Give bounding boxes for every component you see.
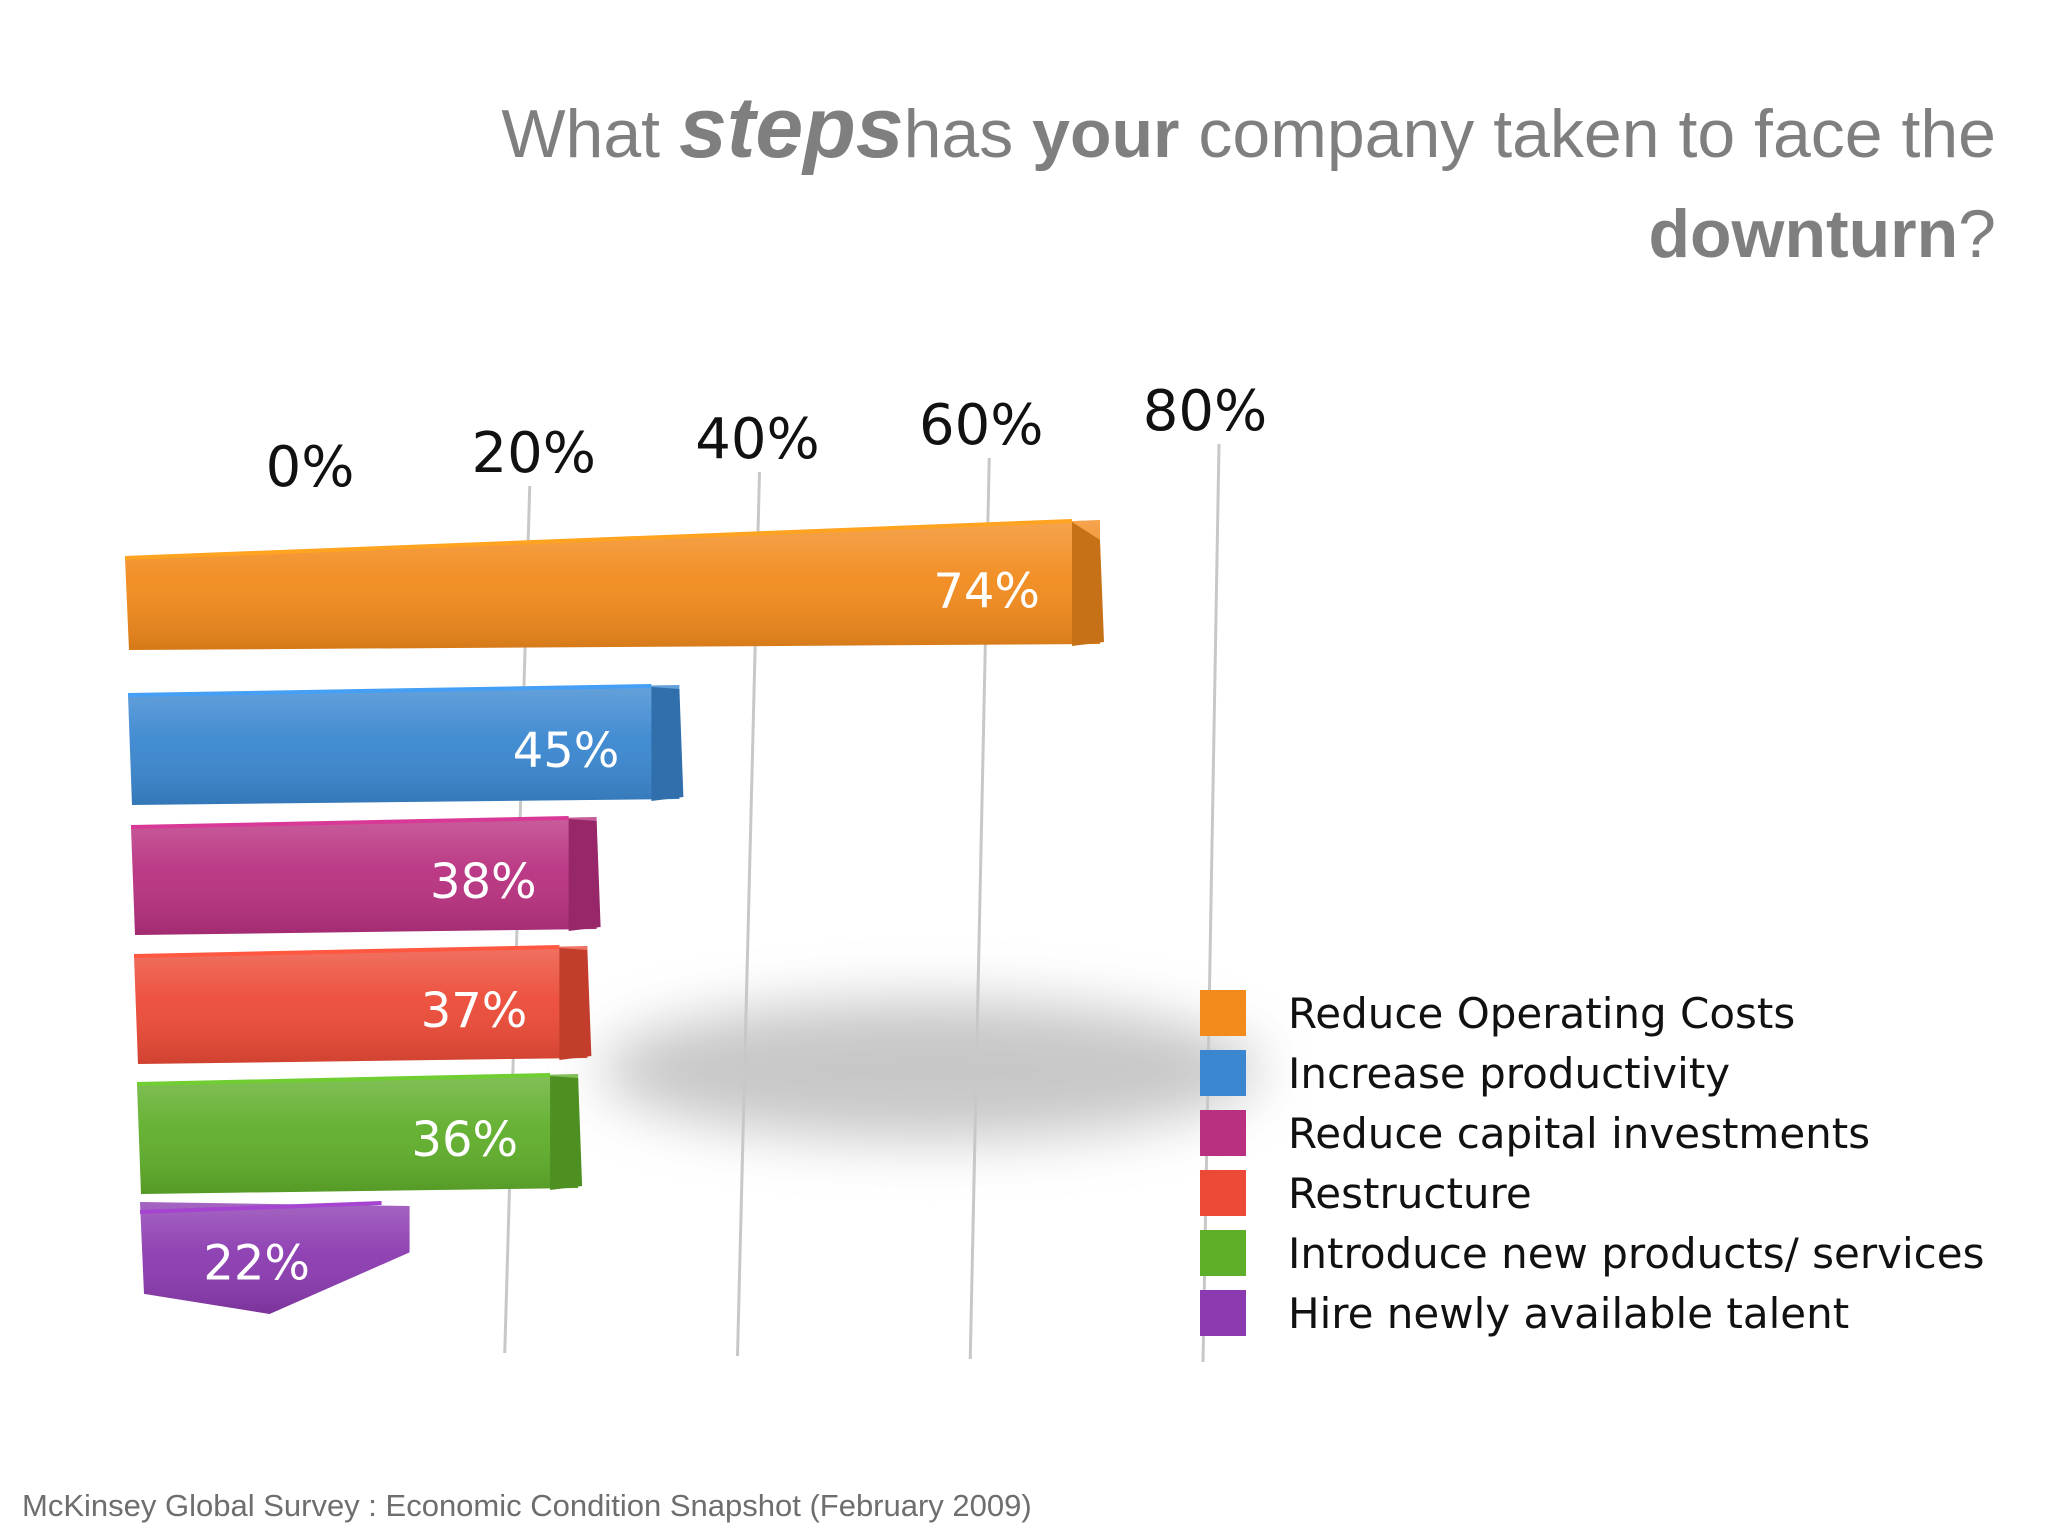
title-part-question: ?: [1958, 196, 1996, 272]
bar-top-edge: [127, 684, 652, 697]
bar-6: 22%: [139, 1201, 410, 1314]
tick-label: 60%: [919, 393, 1043, 458]
value-label: 74%: [933, 564, 1040, 620]
shadow-blob: [600, 1000, 1260, 1140]
legend-swatch: [1200, 1230, 1246, 1276]
tick-label: 20%: [472, 421, 596, 486]
legend-item: Hire newly available talent: [1200, 1289, 1849, 1338]
bar-2: 45%: [127, 684, 684, 805]
legend-swatch: [1200, 1170, 1246, 1216]
bar-top-edge: [130, 816, 569, 829]
bar-top-edge: [133, 945, 560, 958]
chart-shadow: [600, 1000, 1260, 1140]
legend-item: Increase productivity: [1200, 1049, 1730, 1098]
legend-label: Hire newly available talent: [1288, 1289, 1849, 1338]
value-label: 45%: [513, 723, 620, 779]
bar-4: 37%: [133, 945, 592, 1064]
legend-item: Introduce new products/ services: [1200, 1229, 1985, 1278]
bar-chart: 0% 20% 40% 60% 80% 74% 45% 38% 37% 36% 22% Reduce…: [124, 380, 1985, 1363]
bar-5: 36%: [136, 1073, 583, 1194]
legend-label: Increase productivity: [1288, 1049, 1730, 1098]
bar-end-cap: [651, 687, 684, 801]
bar-top-edge: [139, 1201, 382, 1214]
legend-label: Reduce capital investments: [1288, 1109, 1870, 1158]
bar-end-cap: [1072, 522, 1104, 646]
legend-item: Reduce capital investments: [1200, 1109, 1870, 1158]
bar-1: 74%: [124, 519, 1104, 650]
bar-end-cap: [559, 948, 592, 1060]
source-note: McKinsey Global Survey : Economic Condit…: [22, 1488, 1032, 1523]
bar-gloss: [140, 1202, 410, 1314]
bar-gloss: [128, 685, 680, 805]
legend-label: Restructure: [1288, 1169, 1532, 1218]
title-part-company: company taken to face the: [1179, 96, 1996, 172]
tick-label: 40%: [695, 407, 819, 472]
legend-swatch: [1200, 1110, 1246, 1156]
bar-top-edge: [136, 1073, 551, 1086]
value-label: 22%: [203, 1236, 310, 1292]
tick-label: 80%: [1143, 380, 1267, 444]
bar-end-cap: [550, 1076, 583, 1190]
legend-label: Introduce new products/ services: [1288, 1229, 1985, 1278]
title-part-downturn: downturn: [1648, 196, 1959, 272]
legend-swatch: [1200, 990, 1246, 1036]
title-part-what: What: [501, 96, 679, 172]
title-part-your: your: [1032, 96, 1180, 172]
value-label: 38%: [430, 854, 537, 910]
legend-label: Reduce Operating Costs: [1288, 989, 1795, 1038]
bar-gloss: [125, 520, 1100, 650]
legend-item: Reduce Operating Costs: [1200, 989, 1795, 1038]
title-part-has: has: [903, 96, 1033, 172]
chart-title: What stepshas your company taken to face…: [296, 78, 1996, 284]
legend: Reduce Operating Costs Increase productiv…: [1200, 989, 1985, 1338]
legend-swatch: [1200, 1050, 1246, 1096]
bar-gloss: [137, 1074, 579, 1194]
x-axis-ticks: 0% 20% 40% 60% 80%: [266, 380, 1268, 500]
value-label: 37%: [421, 983, 528, 1039]
bar-gloss: [131, 817, 597, 935]
bar-end-cap: [568, 819, 601, 931]
value-label: 36%: [411, 1112, 518, 1168]
legend-item: Restructure: [1200, 1169, 1532, 1218]
grid-line: [1201, 443, 1221, 1363]
legend-swatch: [1200, 1290, 1246, 1336]
tick-label: 0%: [266, 435, 355, 500]
bars: 74% 45% 38% 37% 36% 22%: [124, 519, 1104, 1314]
bar-3: 38%: [130, 816, 601, 935]
bar-gloss: [134, 946, 588, 1064]
bar-top-edge: [124, 519, 1073, 560]
title-part-steps: steps: [678, 80, 904, 176]
